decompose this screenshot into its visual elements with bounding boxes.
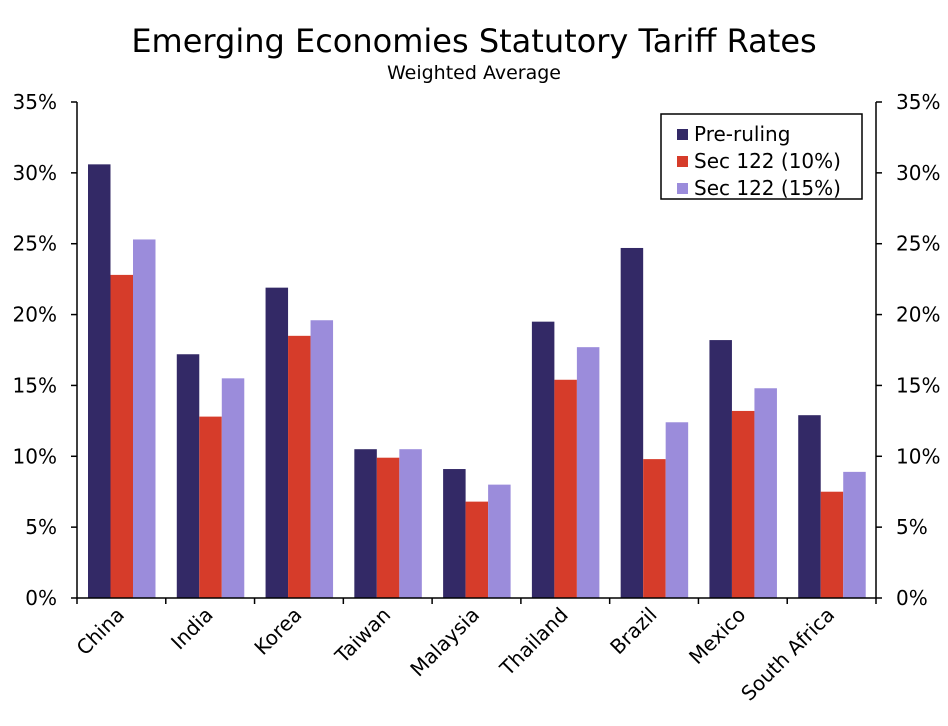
legend-box <box>660 113 863 200</box>
bar-mexico-series-2 <box>731 410 755 598</box>
bar-brazil-series-3 <box>665 422 689 598</box>
bar-taiwan-series-3 <box>399 449 422 598</box>
bar-taiwan-series-2 <box>376 457 400 598</box>
bars-group <box>88 164 866 598</box>
bar-malaysia-series-1 <box>443 469 466 598</box>
bar-malaysia-series-3 <box>488 484 511 598</box>
x-category-label: India <box>166 603 218 655</box>
chart-subtitle: Weighted Average <box>386 62 561 84</box>
chart-title: Emerging Economies Statutory Tariff Rate… <box>131 22 817 60</box>
x-category-label: Brazil <box>605 603 661 659</box>
bar-mexico-series-3 <box>754 388 777 598</box>
bar-india-series-1 <box>176 354 200 598</box>
left-y-tick-label: 15% <box>13 373 57 397</box>
right-y-tick-label: 0% <box>896 586 928 610</box>
x-category-label: Korea <box>249 603 306 660</box>
legend-swatch <box>677 129 688 140</box>
bar-taiwan-series-1 <box>354 449 377 598</box>
legend-label: Pre-ruling <box>694 122 790 146</box>
x-category-label: South Africa <box>736 603 839 706</box>
left-y-tick-label: 0% <box>25 586 57 610</box>
bar-brazil-series-1 <box>620 247 644 598</box>
bar-korea-series-1 <box>265 287 289 598</box>
bar-india-series-3 <box>221 378 245 598</box>
bar-india-series-2 <box>199 416 222 598</box>
left-y-tick-label: 20% <box>13 303 57 327</box>
legend-label: Sec 122 (10%) <box>694 149 841 173</box>
left-y-tick-label: 5% <box>25 515 57 539</box>
right-y-tick-label: 25% <box>896 232 940 256</box>
right-y-tick-label: 5% <box>896 515 928 539</box>
legend-swatch <box>677 156 688 167</box>
bar-thailand-series-3 <box>576 347 600 598</box>
bar-mexico-series-1 <box>709 340 732 598</box>
bar-thailand-series-2 <box>554 379 577 598</box>
left-y-tick-label: 10% <box>13 444 57 468</box>
bar-china-series-3 <box>133 239 156 598</box>
right-y-tick-label: 10% <box>896 444 940 468</box>
right-y-tick-label: 15% <box>896 373 940 397</box>
left-y-tick-label: 35% <box>13 90 57 114</box>
legend: Pre-ruling Sec 122 (10%) Sec 122 (15%) <box>660 113 863 200</box>
right-y-tick-label: 30% <box>896 161 940 185</box>
bar-korea-series-3 <box>310 320 334 598</box>
legend-swatch <box>677 183 688 194</box>
right-y-tick-label: 20% <box>896 303 940 327</box>
left-y-tick-label: 25% <box>13 232 57 256</box>
bar-thailand-series-1 <box>531 321 555 598</box>
x-category-label: China <box>72 603 129 660</box>
bar-china-series-1 <box>88 164 111 598</box>
legend-label: Sec 122 (15%) <box>694 176 841 200</box>
bar-china-series-2 <box>110 274 133 598</box>
bar-south-africa-series-2 <box>820 491 844 598</box>
x-category-label: Mexico <box>684 603 750 669</box>
bar-brazil-series-2 <box>643 459 666 598</box>
right-y-tick-label: 35% <box>896 90 940 114</box>
x-category-label: Taiwan <box>329 603 395 669</box>
bar-south-africa-series-3 <box>843 471 866 598</box>
bar-malaysia-series-2 <box>465 501 489 598</box>
left-y-tick-label: 30% <box>13 161 57 185</box>
x-category-label: Thailand <box>494 603 572 681</box>
bar-korea-series-2 <box>288 335 311 598</box>
bar-south-africa-series-1 <box>798 415 821 598</box>
x-category-label: Malaysia <box>405 603 484 682</box>
